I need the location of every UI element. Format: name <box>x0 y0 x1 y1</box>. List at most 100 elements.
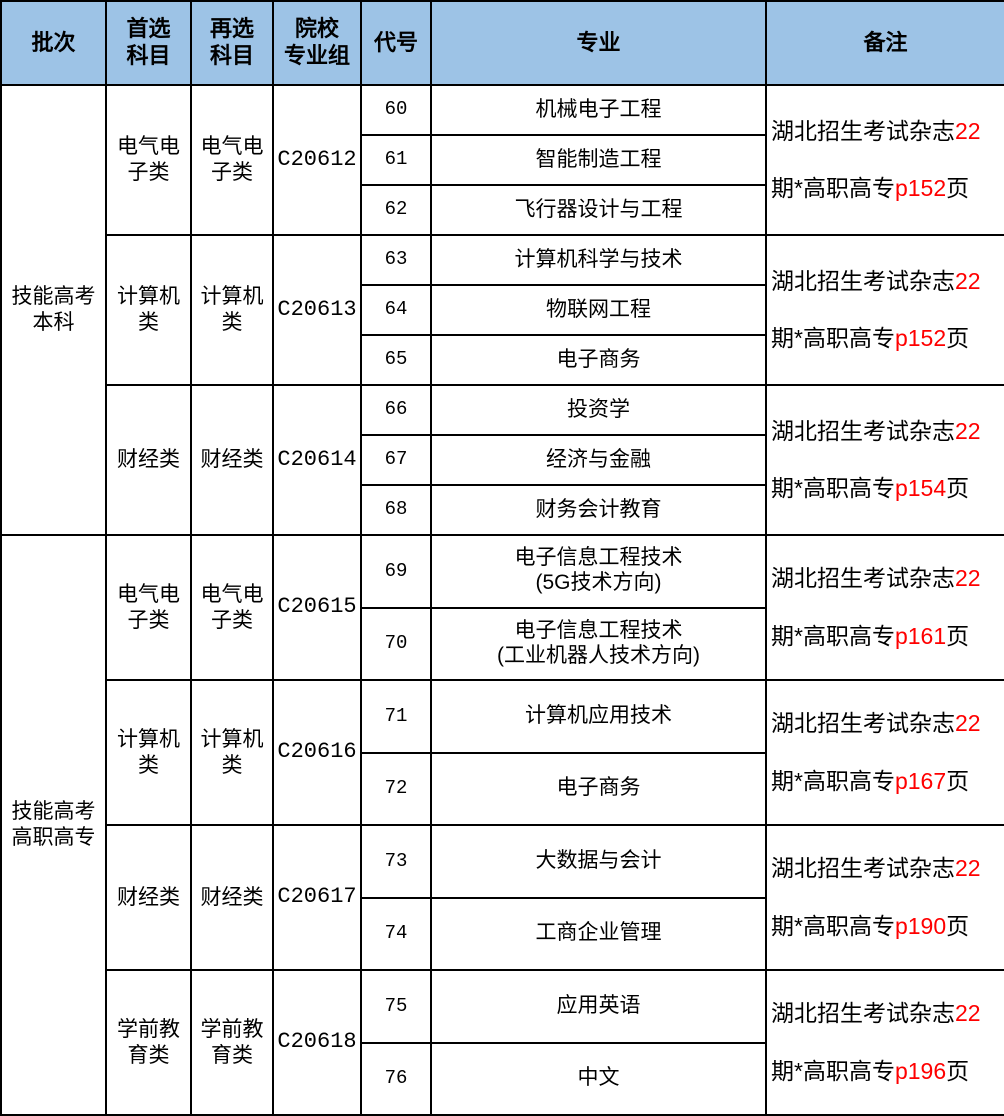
remark-line: 湖北招生考试杂志22 <box>771 709 1002 738</box>
remark-text: 页 <box>946 622 970 649</box>
remark-line: 期*高职高专p161页 <box>771 622 1002 651</box>
remark-text: 湖北招生考试杂志 <box>771 117 955 144</box>
major-code-cell: 70 <box>360 606 432 682</box>
header-code: 代号 <box>360 0 432 86</box>
major-code-cell: 63 <box>360 234 432 286</box>
second-subject-cell: 计算机 类 <box>190 234 274 386</box>
header-first-subject: 首选 科目 <box>105 0 192 86</box>
batch-cell: 技能高考 高职高专 <box>0 533 107 1116</box>
remark-text: 湖北招生考试杂志 <box>771 565 955 592</box>
table-row: 70 电子信息工程技术 (工业机器人技术方向) <box>1 606 1004 682</box>
remark-cell: 湖北招生考试杂志22 期*高职高专p152页 <box>765 234 1004 386</box>
group-code-cell: C20612 <box>272 84 362 236</box>
major-code-cell: 71 <box>360 679 432 754</box>
major-name-cell: 电子信息工程技术 (工业机器人技术方向) <box>430 606 767 682</box>
major-code-cell: 64 <box>360 284 432 336</box>
remark-page-ref: p154 <box>894 475 947 502</box>
first-subject-cell: 计算机 类 <box>105 679 192 827</box>
second-subject-cell: 财经类 <box>190 384 274 536</box>
remark-cell: 湖北招生考试杂志22 期*高职高专p152页 <box>765 84 1004 236</box>
major-code-cell: 60 <box>360 84 432 136</box>
major-name-cell: 应用英语 <box>430 969 767 1044</box>
first-subject-cell: 计算机 类 <box>105 234 192 386</box>
first-subject-cell: 财经类 <box>105 824 192 972</box>
header-remark: 备注 <box>765 0 1004 86</box>
major-name-cell: 计算机应用技术 <box>430 679 767 754</box>
remark-page-ref: p152 <box>894 175 947 202</box>
batch-cell: 技能高考 本科 <box>0 84 107 536</box>
remark-line: 期*高职高专p152页 <box>771 324 1002 353</box>
remark-cell: 湖北招生考试杂志22 期*高职高专p190页 <box>765 824 1004 972</box>
header-batch: 批次 <box>0 0 107 86</box>
remark-issue-number: 22 <box>955 1000 981 1027</box>
remark-line: 湖北招生考试杂志22 <box>771 417 1002 446</box>
major-name-cell: 大数据与会计 <box>430 824 767 899</box>
remark-text: 期*高职高专 <box>771 475 895 502</box>
second-subject-cell: 电气电 子类 <box>190 533 274 682</box>
remark-text: 页 <box>946 475 970 502</box>
remark-text: 页 <box>946 175 970 202</box>
table-row: 61 智能制造工程 <box>1 134 1004 186</box>
table-row: 72 电子商务 <box>1 751 1004 827</box>
remark-text: 湖北招生考试杂志 <box>771 710 955 737</box>
header-second-subject: 再选 科目 <box>190 0 274 86</box>
major-code-cell: 69 <box>360 534 432 609</box>
remark-line: 期*高职高专p196页 <box>771 1057 1002 1086</box>
remark-text: 期*高职高专 <box>771 622 895 649</box>
major-code-cell: 62 <box>360 184 432 236</box>
table-row: 财经类 财经类 C20617 73 大数据与会计 湖北招生考试杂志22 期*高职… <box>1 824 1004 972</box>
remark-line: 期*高职高专p167页 <box>771 767 1002 796</box>
header-college-group: 院校 专业组 <box>272 0 362 86</box>
table-row: 技能高考 本科 电气电 子类 电气电 子类 C20612 60 机械电子工程 湖… <box>0 84 1004 536</box>
table-row: 财经类 财经类 C20614 66 投资学 湖北招生考试杂志22 期*高职高专p… <box>1 384 1004 536</box>
group-code-cell: C20614 <box>272 384 362 536</box>
major-code-cell: 66 <box>360 384 432 436</box>
second-subject-cell: 计算机 类 <box>190 679 274 827</box>
remark-text: 期*高职高专 <box>771 1057 895 1084</box>
major-code-cell: 74 <box>360 896 432 972</box>
major-name-cell: 电子商务 <box>430 751 767 827</box>
remark-issue-number: 22 <box>955 565 981 592</box>
first-subject-cell: 电气电 子类 <box>105 533 192 682</box>
major-name-cell: 机械电子工程 <box>430 84 767 136</box>
remark-text: 页 <box>946 912 970 939</box>
major-code-cell: 65 <box>360 334 432 386</box>
group-code-cell: C20613 <box>272 234 362 386</box>
remark-page-ref: p196 <box>894 1057 947 1084</box>
major-name-cell: 计算机科学与技术 <box>430 234 767 286</box>
remark-page-ref: p167 <box>894 767 947 794</box>
remark-text: 期*高职高专 <box>771 912 895 939</box>
major-code-cell: 76 <box>360 1041 432 1116</box>
first-subject-cell: 财经类 <box>105 384 192 536</box>
remark-text: 湖北招生考试杂志 <box>771 267 955 294</box>
remark-line: 期*高职高专p190页 <box>771 912 1002 941</box>
remark-cell: 湖北招生考试杂志22 期*高职高专p167页 <box>765 679 1004 827</box>
remark-page-ref: p190 <box>894 912 947 939</box>
major-name-cell: 智能制造工程 <box>430 134 767 186</box>
first-subject-cell: 学前教 育类 <box>105 969 192 1116</box>
table-row: 技能高考 高职高专 电气电 子类 电气电 子类 C20615 69 电子信息工程… <box>0 533 1004 1116</box>
major-code-cell: 68 <box>360 484 432 536</box>
major-code-cell: 67 <box>360 434 432 486</box>
remark-line: 期*高职高专p152页 <box>771 174 1002 203</box>
remark-issue-number: 22 <box>955 117 981 144</box>
first-subject-cell: 电气电 子类 <box>105 84 192 236</box>
table-row: 64 物联网工程 <box>1 284 1004 336</box>
major-name-cell: 飞行器设计与工程 <box>430 184 767 236</box>
remark-text: 湖北招生考试杂志 <box>771 1000 955 1027</box>
second-subject-cell: 电气电 子类 <box>190 84 274 236</box>
table-row: 67 经济与金融 <box>1 434 1004 486</box>
remark-text: 页 <box>946 767 970 794</box>
major-name-cell: 物联网工程 <box>430 284 767 336</box>
remark-text: 期*高职高专 <box>771 767 895 794</box>
header-row: 批次 首选 科目 再选 科目 院校 专业组 代号 专业 备注 <box>0 0 1004 86</box>
table-row: 学前教 育类 学前教 育类 C20618 75 应用英语 湖北招生考试杂志22 … <box>1 969 1004 1116</box>
major-code-cell: 61 <box>360 134 432 186</box>
group-code-cell: C20617 <box>272 824 362 972</box>
remark-text: 页 <box>946 1057 970 1084</box>
major-name-cell: 工商企业管理 <box>430 896 767 972</box>
remark-line: 湖北招生考试杂志22 <box>771 267 1002 296</box>
second-subject-cell: 财经类 <box>190 824 274 972</box>
remark-issue-number: 22 <box>955 710 981 737</box>
